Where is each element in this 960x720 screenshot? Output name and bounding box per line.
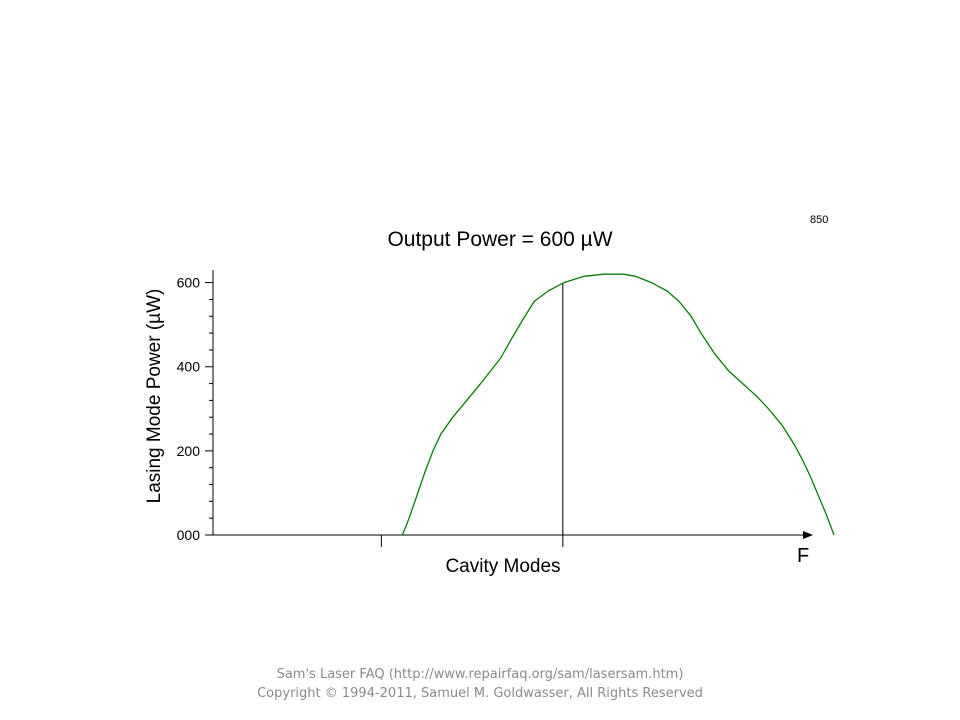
y-axis-label: Lasing Mode Power (µW): [144, 289, 165, 504]
y-axis-ticks: 000 200 400 600: [177, 275, 213, 543]
figure-id-label: 850: [810, 214, 828, 226]
series-line: [401, 273, 835, 536]
y-tick-label: 400: [177, 359, 201, 375]
x-axis-end-label: F: [797, 545, 809, 567]
y-tick-label: 200: [177, 443, 201, 459]
y-tick-label: 000: [177, 527, 201, 543]
chart-title: Output Power = 600 µW: [387, 228, 612, 251]
x-axis-arrowhead: [803, 531, 813, 539]
footer-copyright: Copyright © 1994-2011, Samuel M. Goldwas…: [257, 686, 703, 701]
y-tick-label: 600: [177, 275, 201, 291]
footer-source: Sam's Laser FAQ (http://www.repairfaq.or…: [276, 667, 684, 682]
x-axis-label: Cavity Modes: [445, 556, 560, 577]
x-axis-markers: [380, 535, 564, 547]
